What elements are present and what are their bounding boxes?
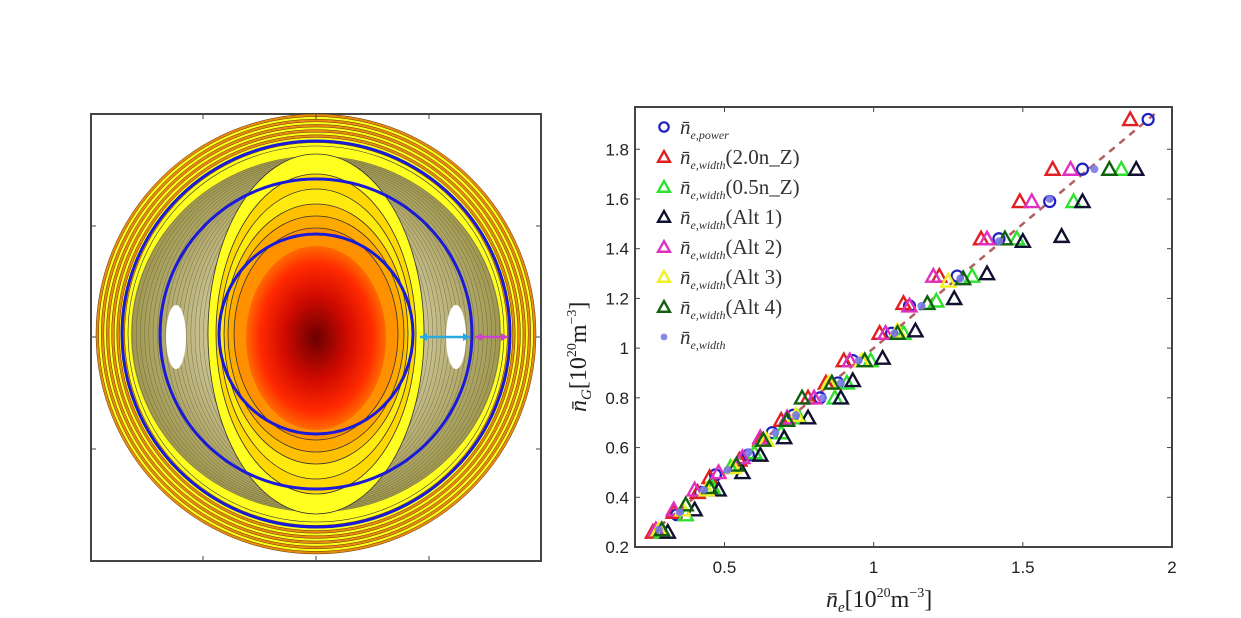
outer-flux-surface <box>120 139 512 529</box>
y-tick-label: 1 <box>620 339 629 358</box>
left-panel-ticks <box>91 114 541 561</box>
y-tick-label: 1.6 <box>605 190 629 209</box>
x-tick-label: 1 <box>869 558 878 577</box>
flux-surfaces <box>120 139 512 529</box>
cyan-width-arrow <box>420 333 470 341</box>
data-points <box>643 109 1155 539</box>
series-7 <box>654 165 1099 534</box>
x-axis-label: n̄e[1020m−3] <box>826 586 932 616</box>
y-tick-label: 0.6 <box>605 439 629 458</box>
svg-text:n̄e,width(Alt 3): n̄e,width(Alt 3) <box>680 265 782 292</box>
density-scatter-chart: 0.5 1 1.5 2 0.2 0.4 0.6 0.8 1 1.2 1.4 1.6 1.8 n̄e,po… <box>565 106 1177 616</box>
inner-flux-surface <box>217 232 415 436</box>
legend-entry: n̄e,width(0.5n_Z) <box>656 175 800 202</box>
svg-text:n̄e,width(Alt 2): n̄e,width(Alt 2) <box>680 235 782 262</box>
x-tick-label: 0.5 <box>713 558 737 577</box>
legend-entry: n̄e,width <box>660 325 726 352</box>
y-tick-label: 1.4 <box>605 240 629 259</box>
magenta-width-arrow <box>475 333 508 341</box>
legend-entry: n̄e,width(Alt 2) <box>656 235 782 262</box>
svg-text:n̄e,width(Alt 4): n̄e,width(Alt 4) <box>680 295 782 322</box>
svg-text:n̄e,width(Alt 1): n̄e,width(Alt 1) <box>680 205 782 232</box>
y-tick-label: 0.2 <box>605 538 629 557</box>
legend-entry: n̄e,width(Alt 4) <box>656 295 782 322</box>
x-tick-label: 2 <box>1167 558 1176 577</box>
svg-text:n̄e,width(2.0n_Z): n̄e,width(2.0n_Z) <box>680 145 800 172</box>
svg-text:n̄e,width: n̄e,width <box>680 325 726 352</box>
y-tick-label: 0.8 <box>605 389 629 408</box>
y-axis-label: n̄G[1020m−3] <box>565 302 595 412</box>
y-tick-label: 1.8 <box>605 140 629 159</box>
y-tick-label: 1.2 <box>605 289 629 308</box>
y-tick-label: 0.4 <box>605 488 629 507</box>
legend-entry: n̄e,width(Alt 3) <box>656 265 782 292</box>
x-tick-label: 1.5 <box>1011 558 1035 577</box>
width-arrows <box>420 333 508 341</box>
svg-text:n̄e,width(0.5n_Z): n̄e,width(0.5n_Z) <box>680 175 800 202</box>
svg-text:n̄e,power: n̄e,power <box>680 115 729 142</box>
legend-entry: n̄e,width(Alt 1) <box>656 205 782 232</box>
legend-entry: n̄e,power <box>658 115 729 142</box>
middle-flux-surface <box>158 177 474 491</box>
legend-entry: n̄e,width(2.0n_Z) <box>656 145 800 172</box>
flux-surface-contour-panel <box>90 113 542 562</box>
legend: n̄e,power n̄e,width(2.0n_Z) n̄e,width(0.5n… <box>656 115 800 352</box>
axis-ticks: 0.5 1 1.5 2 0.2 0.4 0.6 0.8 1 1.2 1.4 1.6 1.8 <box>605 107 1177 577</box>
